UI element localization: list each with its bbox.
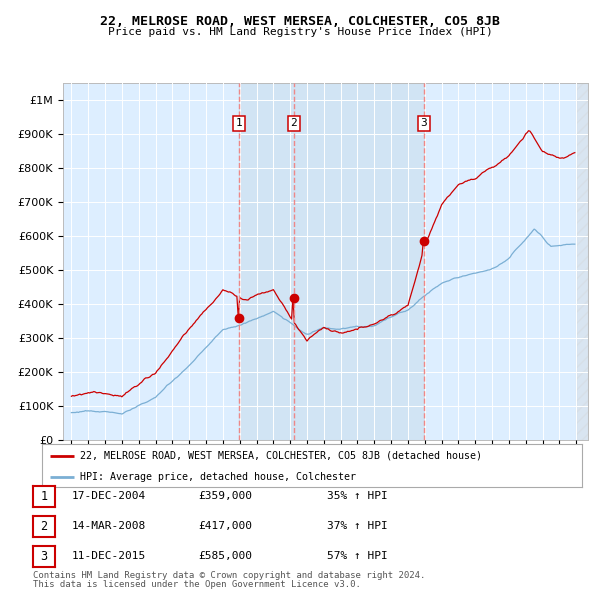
Text: 2: 2 — [290, 119, 297, 129]
Text: 2: 2 — [40, 520, 47, 533]
Text: 57% ↑ HPI: 57% ↑ HPI — [327, 552, 388, 561]
Text: £417,000: £417,000 — [198, 522, 252, 531]
Text: £585,000: £585,000 — [198, 552, 252, 561]
Text: 35% ↑ HPI: 35% ↑ HPI — [327, 491, 388, 501]
Text: 1: 1 — [40, 490, 47, 503]
Text: 1: 1 — [236, 119, 242, 129]
Text: 3: 3 — [40, 550, 47, 563]
Text: 3: 3 — [421, 119, 427, 129]
Text: 22, MELROSE ROAD, WEST MERSEA, COLCHESTER, CO5 8JB: 22, MELROSE ROAD, WEST MERSEA, COLCHESTE… — [100, 15, 500, 28]
Text: Price paid vs. HM Land Registry's House Price Index (HPI): Price paid vs. HM Land Registry's House … — [107, 27, 493, 37]
Text: £359,000: £359,000 — [198, 491, 252, 501]
Text: 17-DEC-2004: 17-DEC-2004 — [72, 491, 146, 501]
Text: Contains HM Land Registry data © Crown copyright and database right 2024.: Contains HM Land Registry data © Crown c… — [33, 571, 425, 581]
Text: 14-MAR-2008: 14-MAR-2008 — [72, 522, 146, 531]
Text: 37% ↑ HPI: 37% ↑ HPI — [327, 522, 388, 531]
Text: 22, MELROSE ROAD, WEST MERSEA, COLCHESTER, CO5 8JB (detached house): 22, MELROSE ROAD, WEST MERSEA, COLCHESTE… — [80, 451, 482, 461]
Bar — [576, 83, 588, 440]
Text: This data is licensed under the Open Government Licence v3.0.: This data is licensed under the Open Gov… — [33, 579, 361, 589]
Text: 11-DEC-2015: 11-DEC-2015 — [72, 552, 146, 561]
Bar — [239, 83, 424, 440]
Text: HPI: Average price, detached house, Colchester: HPI: Average price, detached house, Colc… — [80, 472, 356, 482]
